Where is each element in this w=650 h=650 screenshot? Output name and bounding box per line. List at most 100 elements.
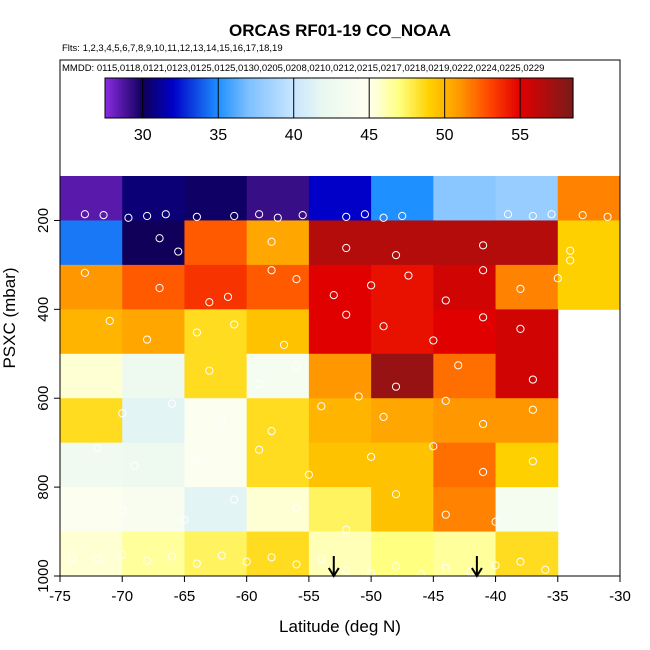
observation-point [379,322,388,331]
x-tick-label: -45 [422,588,444,605]
colorbar-segment [526,78,530,118]
colorbar-segment [434,78,438,118]
colorbar-segment [521,78,525,118]
heatmap-cell [308,398,372,444]
colorbar-segment [275,78,279,118]
colorbar-segment [252,78,256,118]
observation-point [441,296,450,305]
observation-point [479,467,488,477]
y-tick-label: 800 [35,475,52,500]
colorbar: 30 35 40 45 50 55 [104,77,574,144]
colorbar-segment [172,78,176,118]
heatmap-cell [122,309,185,355]
observation-point [273,213,282,222]
observation-point [230,211,239,221]
heatmap-cell [308,442,372,488]
observation-points [68,210,612,579]
observation-point [205,298,214,307]
observation-point [242,557,251,566]
colorbar-segment [236,78,239,118]
heatmap-cell [60,487,123,533]
observation-point [192,212,201,221]
observation-point [342,525,351,534]
colorbar-segment [264,78,268,118]
colorbar-segment [128,78,132,118]
colorbar-segment [404,78,408,118]
observation-point [479,313,488,322]
heatmap-cell [371,176,434,221]
y-tick-label: 400 [35,297,52,322]
colorbar-segment [528,78,532,118]
observation-point [105,316,114,325]
colorbar-segment [437,78,441,118]
heatmap-cell [433,531,497,577]
colorbar-segment [144,78,148,118]
colorbar-segment [439,78,443,118]
dates-label: MMDD: 0115,0118,0121,0123,0125,0125,0130… [62,63,544,74]
observation-point [93,443,102,453]
observation-point [130,461,139,470]
colorbar-segment [317,78,321,118]
observation-point [367,452,376,461]
heatmap-cell [184,309,248,355]
colorbar-segment [114,78,118,118]
colorbar-segment [184,78,188,118]
colorbar-segment [549,78,553,118]
colorbar-segment [432,78,436,118]
observation-point [143,211,152,221]
colorbar-segment [458,78,462,118]
heatmap-cell [60,398,123,444]
observation-point [80,210,89,219]
heatmap-cell [246,487,310,533]
observation-point [192,455,201,464]
observation-point [547,210,556,219]
observation-point [317,402,326,411]
y-axis: 200 400 600 800 1000 [35,208,60,593]
colorbar-segment [254,78,258,118]
colorbar-segment [175,78,179,118]
colorbar-segment [505,78,509,118]
observation-point [566,246,575,255]
colorbar-segment [402,78,406,118]
colorbar-segment [507,78,511,118]
observation-point [99,211,108,220]
colorbar-segment [463,78,466,118]
colorbar-segment [154,78,158,118]
heatmap-cell [184,487,248,533]
observation-point [528,375,537,384]
heatmap-cell [122,220,185,266]
heatmap-cell [495,176,559,221]
colorbar-segment [147,78,151,118]
colorbar-segment [266,78,270,118]
observation-point [528,405,537,414]
colorbar-segment [395,78,399,118]
colorbar-segment [413,78,417,118]
colorbar-segment [409,78,413,118]
heatmap-cell [122,531,185,577]
heatmap-cell [60,220,123,266]
colorbar-segment [271,78,275,118]
colorbar-segment [273,78,277,118]
observation-point [298,211,307,220]
colorbar-segment [495,78,499,118]
observation-point [416,570,425,579]
colorbar-segment [189,78,193,118]
observation-point [230,495,239,504]
colorbar-segment [376,78,380,118]
observation-point [143,556,152,565]
observation-point [267,237,276,246]
observation-point [342,310,351,319]
colorbar-segment [374,78,378,118]
colorbar-segment [250,78,254,118]
colorbar-segment [533,78,537,118]
colorbar-segment [214,78,218,118]
colorbar-segment [341,78,345,118]
observation-point [429,336,438,345]
colorbar-segment [502,78,506,118]
colorbar-segment [198,78,202,118]
heatmap-cell [60,353,123,399]
observation-point [398,211,407,221]
colorbar-segment [331,78,335,118]
colorbar-segment [245,78,249,118]
observation-point [217,417,226,426]
